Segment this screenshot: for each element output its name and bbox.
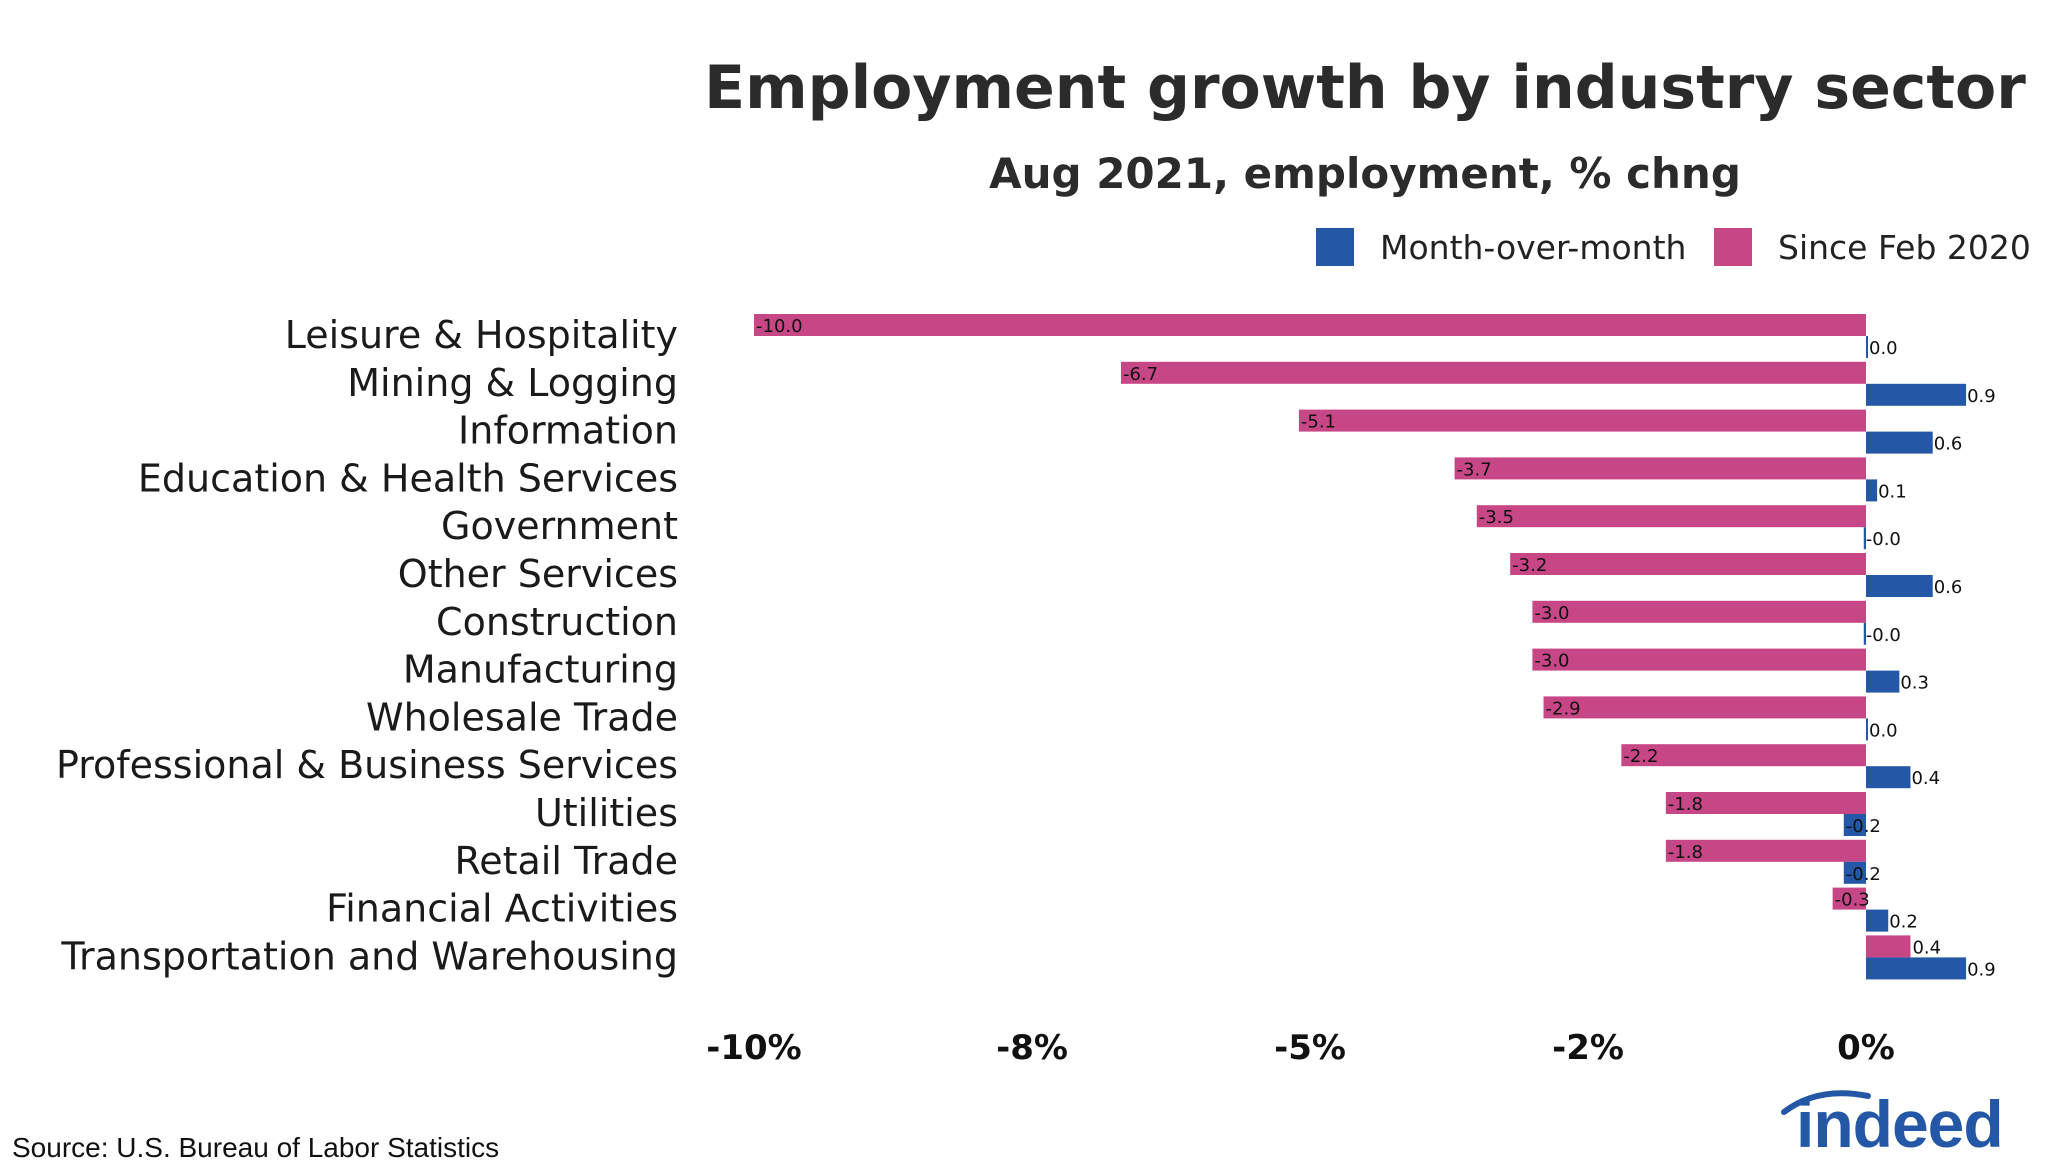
x-tick-label: -5%	[1274, 1028, 1346, 1068]
indeed-logo: indeed	[1778, 1082, 2048, 1162]
bar-since-feb-2020	[1866, 935, 1911, 958]
logo-arc-icon	[1781, 1090, 1871, 1115]
chart-subtitle: Aug 2021, employment, % chng	[989, 149, 1741, 198]
data-label-since-feb-2020: -0.3	[1835, 890, 1870, 911]
category-label: Other Services	[398, 552, 678, 596]
bar-since-feb-2020	[1665, 839, 1866, 862]
bar-since-feb-2020	[1532, 648, 1866, 671]
legend-label: Month-over-month	[1380, 228, 1686, 267]
category-label: Manufacturing	[403, 648, 678, 692]
data-label-month-over-month: 0.9	[1967, 386, 1996, 407]
data-label-month-over-month: 0.4	[1911, 768, 1940, 789]
x-tick-label: -8%	[996, 1028, 1068, 1068]
data-label-since-feb-2020: -10.0	[756, 316, 803, 337]
category-label: Utilities	[535, 791, 678, 835]
legend-label: Since Feb 2020	[1778, 228, 2031, 267]
bar-since-feb-2020	[1454, 457, 1866, 480]
source-note: Source: U.S. Bureau of Labor Statistics	[12, 1132, 500, 1163]
category-label: Leisure & Hospitality	[285, 313, 678, 357]
data-label-month-over-month: -0.2	[1846, 864, 1881, 885]
bar-month-over-month	[1866, 479, 1878, 502]
bar-month-over-month	[1863, 527, 1866, 550]
data-label-since-feb-2020: -2.2	[1623, 746, 1658, 767]
category-label: Mining & Logging	[347, 361, 678, 405]
bar-month-over-month	[1863, 622, 1866, 645]
category-label: Wholesale Trade	[366, 695, 678, 739]
bar-since-feb-2020	[1543, 696, 1866, 719]
x-tick-label: -2%	[1552, 1028, 1624, 1068]
bar-since-feb-2020	[1621, 744, 1866, 767]
bar-month-over-month	[1866, 431, 1933, 454]
category-label: Retail Trade	[455, 839, 679, 883]
data-label-month-over-month: 0.1	[1878, 481, 1907, 502]
data-label-month-over-month: 0.3	[1900, 673, 1929, 694]
data-label-since-feb-2020: -6.7	[1123, 364, 1158, 385]
category-label: Government	[441, 504, 678, 548]
category-label: Financial Activities	[326, 887, 678, 931]
category-label: Education & Health Services	[138, 456, 678, 500]
bar-month-over-month	[1866, 957, 1967, 980]
category-label: Professional & Business Services	[56, 743, 678, 787]
chart-title: Employment growth by industry sector	[704, 53, 2026, 123]
data-label-month-over-month: 0.6	[1934, 577, 1963, 598]
logo-text: indeed	[1796, 1087, 2004, 1161]
data-label-month-over-month: -0.0	[1866, 529, 1901, 550]
legend-swatch	[1714, 228, 1752, 266]
bar-month-over-month	[1866, 718, 1868, 741]
data-label-month-over-month: 0.0	[1869, 720, 1898, 741]
bar-month-over-month	[1843, 861, 1866, 884]
bar-since-feb-2020	[1532, 600, 1866, 623]
data-label-since-feb-2020: -3.0	[1534, 603, 1569, 624]
bar-since-feb-2020	[1832, 887, 1866, 910]
category-label: Transportation and Warehousing	[60, 934, 678, 978]
data-label-since-feb-2020: -3.0	[1534, 651, 1569, 672]
bar-since-feb-2020	[1665, 792, 1866, 814]
data-label-since-feb-2020: -3.2	[1512, 555, 1547, 576]
bar-month-over-month	[1866, 909, 1889, 932]
x-tick-label: -10%	[706, 1028, 802, 1068]
bar-month-over-month	[1866, 336, 1868, 358]
data-label-since-feb-2020: -1.8	[1668, 842, 1703, 863]
bar-month-over-month	[1866, 670, 1900, 693]
x-tick-label: 0%	[1837, 1028, 1895, 1068]
data-label-since-feb-2020: -5.1	[1301, 412, 1336, 433]
bar-since-feb-2020	[1120, 361, 1866, 384]
bar-month-over-month	[1843, 814, 1866, 836]
data-label-month-over-month: 0.2	[1889, 912, 1918, 933]
category-label: Construction	[436, 600, 678, 644]
bar-since-feb-2020	[754, 314, 1866, 336]
legend-swatch	[1316, 228, 1354, 266]
bar-since-feb-2020	[1510, 553, 1866, 575]
bar-since-feb-2020	[1476, 505, 1866, 528]
bar-month-over-month	[1866, 575, 1933, 597]
data-label-since-feb-2020: -2.9	[1546, 698, 1581, 719]
category-label: Information	[458, 409, 678, 453]
data-label-since-feb-2020: -3.7	[1457, 459, 1492, 480]
bar-month-over-month	[1866, 766, 1911, 789]
data-label-month-over-month: -0.0	[1866, 625, 1901, 646]
data-label-month-over-month: 0.6	[1934, 434, 1963, 455]
data-label-since-feb-2020: -1.8	[1668, 794, 1703, 815]
x-axis-ticks: -10% -8% -5% -2% 0%	[706, 1028, 1895, 1068]
bar-month-over-month	[1866, 383, 1967, 406]
legend: Month-over-month Since Feb 2020	[1316, 228, 2031, 267]
data-label-month-over-month: -0.2	[1846, 816, 1881, 837]
data-label-since-feb-2020: 0.4	[1912, 937, 1941, 958]
data-label-month-over-month: 0.0	[1869, 338, 1898, 359]
data-label-since-feb-2020: -3.5	[1479, 507, 1514, 528]
bars-group: -10.0 0.0 -6.7 0.9 -5.1 0.6 -3.7 0.1 -3.5 -0.0 -3.…	[754, 314, 1996, 980]
data-label-month-over-month: 0.9	[1967, 959, 1996, 980]
bar-since-feb-2020	[1298, 409, 1866, 432]
